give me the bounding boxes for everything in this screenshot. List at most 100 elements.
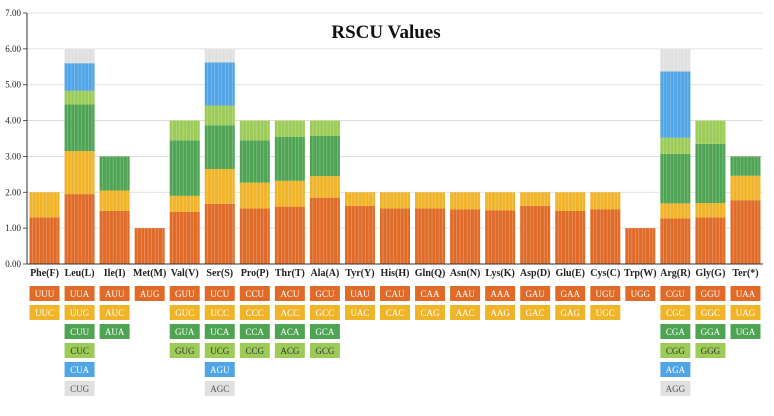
- x-tick-label: Ile(I): [104, 268, 126, 279]
- codon-box: [99, 324, 130, 339]
- codon-box: [415, 286, 446, 301]
- bar-segment: [274, 136, 305, 181]
- bar-segment: [204, 203, 235, 264]
- codon-box: [730, 305, 761, 320]
- codon-box: [344, 305, 375, 320]
- axes: 0.00 1.00 2.00 3.00 4.00 5.00 6.00 7.00 Phe(F) Le…: [5, 8, 763, 279]
- bar-segment: [695, 120, 726, 144]
- codon-label: CGC: [666, 308, 685, 318]
- codon-box: [29, 286, 60, 301]
- codon-box: [555, 305, 586, 320]
- codon-box: [64, 343, 95, 358]
- codon-box: [64, 381, 95, 396]
- codon-label: AUG: [140, 289, 160, 299]
- codon-label: AGU: [210, 365, 230, 375]
- codon-label: UGC: [596, 308, 615, 318]
- bar-segment: [660, 203, 691, 219]
- codon-label: GCU: [315, 289, 335, 299]
- codon-box: [99, 305, 130, 320]
- codon-box: [660, 305, 691, 320]
- codon-label: UCU: [210, 289, 230, 299]
- codon-label: ACC: [281, 308, 300, 318]
- codon-box: [64, 362, 95, 377]
- codon-box: [380, 305, 410, 320]
- codon-box: [695, 305, 726, 320]
- codon-box: [660, 343, 691, 358]
- codon-box: [204, 362, 235, 377]
- bar-segment: [239, 182, 270, 209]
- codon-label: AUC: [105, 308, 124, 318]
- codon-box: [169, 286, 200, 301]
- codon-label: CUA: [70, 365, 90, 375]
- codon-box: [239, 324, 270, 339]
- codon-label: ACG: [280, 346, 300, 356]
- codon-label: UCC: [211, 308, 230, 318]
- bar-segment: [450, 192, 481, 210]
- chart-title: RSCU Values: [331, 22, 440, 43]
- bar-segment: [625, 228, 656, 264]
- codon-box: [309, 324, 340, 339]
- bar-segment: [169, 212, 200, 264]
- x-tick-label: Ala(A): [310, 268, 339, 279]
- codon-box: [695, 324, 726, 339]
- codon-box: [520, 286, 551, 301]
- codon-box: [274, 305, 305, 320]
- x-tick-label: Met(M): [133, 268, 166, 279]
- bar-segment: [309, 197, 340, 264]
- bar-segment: [239, 140, 270, 183]
- y-tick-label: 5.00: [5, 80, 21, 90]
- codon-box: [204, 324, 235, 339]
- bar-segment: [64, 63, 95, 91]
- bar-segment: [555, 192, 586, 211]
- codon-label: AAA: [490, 289, 510, 299]
- codon-label: UUU: [35, 289, 55, 299]
- codon-label: GGC: [701, 308, 720, 318]
- bar-segment: [309, 120, 340, 136]
- bar-segment: [134, 228, 165, 264]
- codon-label: GUU: [175, 289, 195, 299]
- codon-label: CAG: [421, 308, 441, 318]
- codon-box: [309, 305, 340, 320]
- bar-segment: [29, 217, 60, 264]
- codon-box: [730, 324, 761, 339]
- bar-segment: [520, 192, 551, 206]
- codon-label: AUU: [105, 289, 125, 299]
- bar-segment: [204, 125, 235, 169]
- x-tick-label: Gln(Q): [415, 268, 446, 279]
- codon-label: GUC: [175, 308, 194, 318]
- codon-label: AGG: [666, 384, 686, 394]
- bar-segment: [99, 190, 130, 211]
- codon-box: [64, 305, 95, 320]
- bar-segment: [730, 156, 761, 176]
- codon-box: [660, 362, 691, 377]
- codon-label: CCA: [246, 327, 265, 337]
- x-tick-label: Val(V): [171, 268, 199, 279]
- codon-box: [450, 286, 481, 301]
- bar-segment: [590, 209, 621, 264]
- codon-label: UGA: [736, 327, 756, 337]
- codon-box: [660, 324, 691, 339]
- x-tick-label: Glu(E): [556, 268, 585, 279]
- bar-segment: [660, 153, 691, 204]
- bar-segment: [485, 210, 516, 264]
- codon-label: AGC: [210, 384, 229, 394]
- bar-segment: [309, 135, 340, 177]
- y-tick-label: 4.00: [5, 116, 21, 126]
- bar-segment: [415, 208, 446, 264]
- x-tick-label: Arg(R): [660, 268, 691, 279]
- codon-box: [730, 286, 761, 301]
- codon-label: UAU: [350, 289, 370, 299]
- codon-box: [660, 381, 691, 396]
- codon-label: GGU: [701, 289, 721, 299]
- codon-label: AGA: [666, 365, 686, 375]
- codon-label: GAU: [525, 289, 545, 299]
- bar-segment: [169, 140, 200, 196]
- bar-segment: [695, 143, 726, 204]
- codon-label: GUG: [175, 346, 195, 356]
- bar-segment: [730, 175, 761, 201]
- codon-label: GCC: [316, 308, 335, 318]
- codon-label: UCA: [210, 327, 230, 337]
- bar-segment: [380, 192, 410, 209]
- bar-segment: [450, 209, 481, 264]
- gridlines: [27, 12, 763, 229]
